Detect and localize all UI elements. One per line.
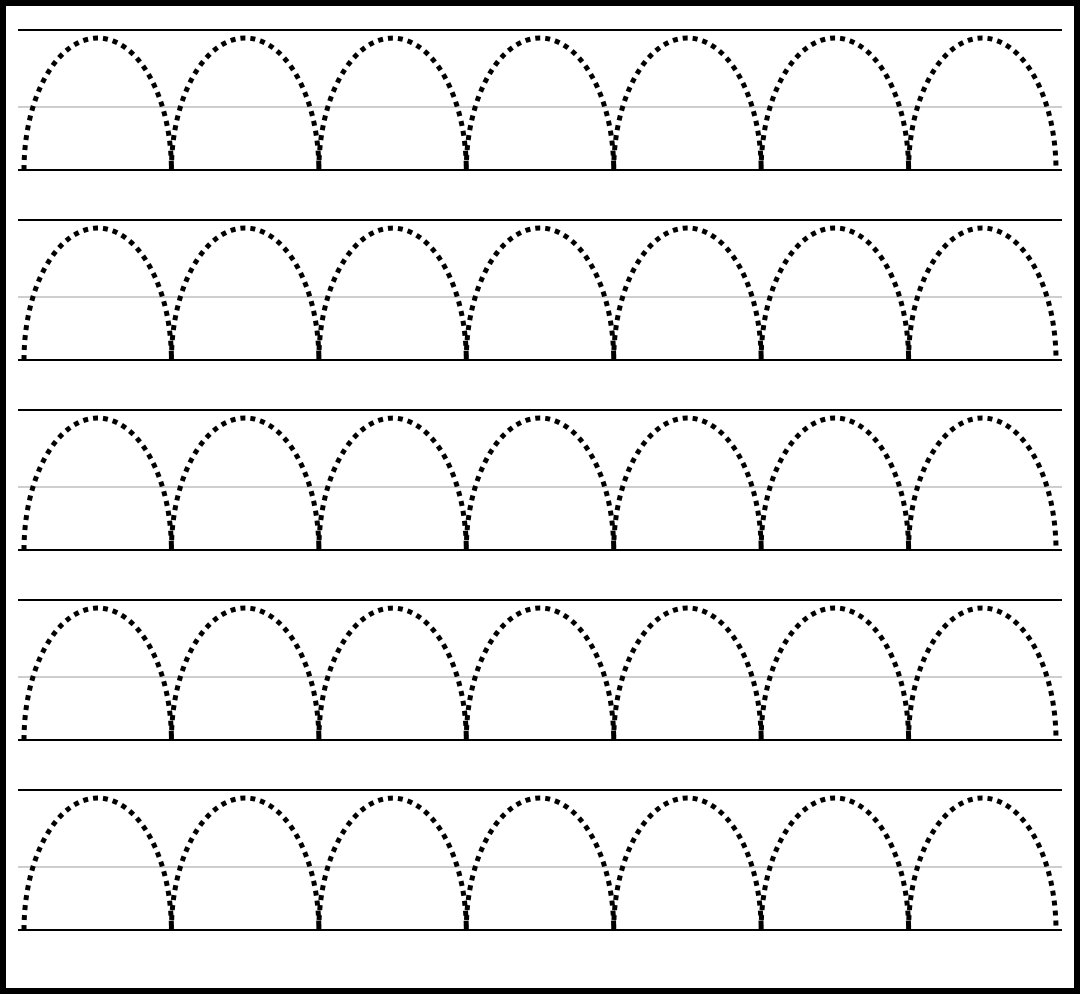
worksheet-background bbox=[0, 0, 1080, 994]
tracing-worksheet bbox=[0, 0, 1080, 994]
